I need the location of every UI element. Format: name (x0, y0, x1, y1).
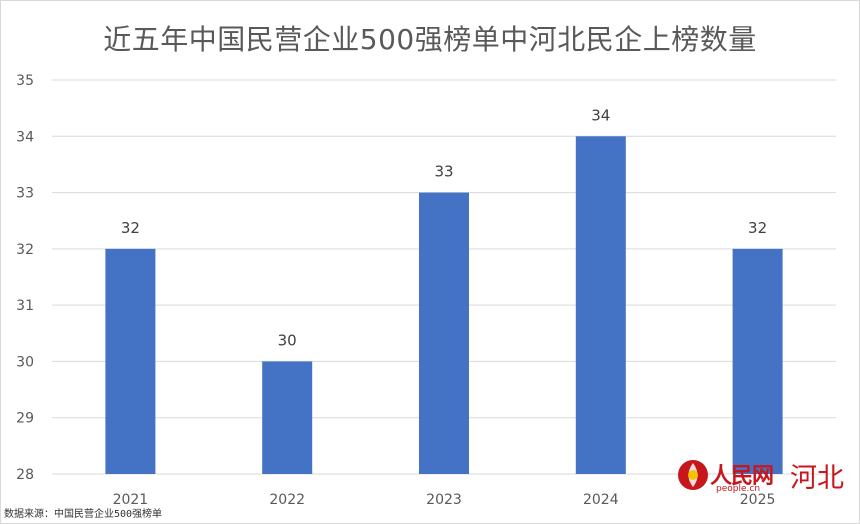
bar (575, 136, 626, 475)
y-tick-label: 35 (16, 73, 34, 89)
data-label: 32 (748, 219, 767, 237)
x-tick-label: 2022 (269, 492, 305, 508)
y-tick-label: 30 (16, 354, 34, 370)
logo-url-text: people.cn (716, 484, 761, 494)
people-daily-logo-icon (678, 460, 708, 490)
y-tick-label: 28 (16, 467, 34, 483)
y-tick-label: 34 (16, 129, 34, 145)
bar (732, 248, 783, 474)
data-label: 30 (278, 331, 297, 349)
chart-title: 近五年中国民营企业500强榜单中河北民企上榜数量 (103, 23, 757, 56)
y-tick-label: 29 (16, 411, 34, 427)
data-label: 33 (434, 163, 453, 181)
bar (419, 192, 469, 475)
data-source-note: 数据来源：中国民营企业500强榜单 (4, 509, 163, 520)
x-tick-label: 2023 (426, 492, 462, 508)
x-tick-label: 2024 (583, 492, 619, 508)
x-tick-label: 2021 (113, 492, 149, 508)
people-cn-logo: 人民网 people.cn 河北 (676, 456, 856, 496)
logo-brand-text: 人民网 (710, 463, 774, 489)
y-tick-label: 31 (16, 298, 34, 314)
logo-region-text: 河北 (790, 463, 844, 494)
y-tick-label: 33 (16, 186, 34, 202)
y-tick-label: 32 (16, 242, 34, 258)
data-label: 34 (591, 106, 610, 124)
x-tick-label: 2025 (740, 492, 776, 508)
bar (262, 361, 313, 474)
bar (105, 248, 156, 474)
data-label: 32 (121, 219, 140, 237)
